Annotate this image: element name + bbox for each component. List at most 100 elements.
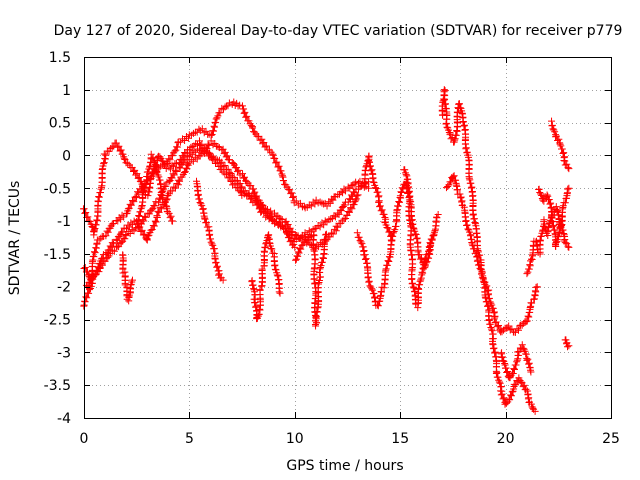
- data-point: [135, 212, 143, 220]
- data-point: [339, 202, 347, 210]
- data-point: [456, 104, 464, 112]
- data-point: [367, 162, 375, 170]
- data-point: [327, 229, 335, 237]
- data-point: [146, 163, 154, 171]
- data-point: [360, 179, 368, 187]
- data-point: [560, 157, 568, 165]
- data-point: [368, 285, 376, 293]
- data-point: [523, 270, 531, 278]
- data-point: [462, 144, 470, 152]
- data-point: [198, 202, 206, 210]
- data-point: [325, 216, 333, 224]
- data-point: [202, 218, 210, 226]
- data-point: [171, 147, 179, 155]
- data-point: [291, 243, 299, 251]
- data-point: [93, 216, 101, 224]
- data-point: [356, 237, 364, 245]
- data-point: [365, 278, 373, 286]
- data-point: [168, 161, 176, 169]
- data-point: [110, 247, 118, 255]
- data-point: [488, 325, 496, 333]
- data-point: [128, 221, 136, 229]
- data-point: [297, 245, 305, 253]
- data-point: [112, 216, 120, 224]
- data-point: [212, 160, 220, 168]
- data-point: [161, 160, 169, 168]
- y-tick-labels: -4 -3.5 -3 -2.5 -2 -1.5 -1 -0.5 0 0.5 1 1.5: [44, 50, 71, 427]
- data-point: [240, 105, 248, 113]
- data-point: [244, 191, 252, 199]
- data-point: [375, 198, 383, 206]
- data-point: [548, 217, 556, 225]
- data-point: [365, 184, 373, 192]
- data-point: [227, 176, 235, 184]
- data-point: [172, 146, 180, 154]
- data-point: [155, 199, 163, 207]
- data-point: [271, 154, 279, 162]
- data-point: [287, 236, 295, 244]
- data-point: [143, 236, 151, 244]
- data-point: [300, 202, 308, 210]
- data-point: [497, 387, 505, 395]
- data-point: [230, 180, 238, 188]
- data-point: [90, 253, 98, 261]
- data-point: [368, 166, 376, 174]
- data-point: [95, 264, 103, 272]
- data-point: [428, 235, 436, 243]
- data-point: [484, 287, 492, 295]
- data-point: [366, 282, 374, 290]
- data-point: [176, 177, 184, 185]
- data-point: [556, 139, 564, 147]
- data-point: [171, 166, 179, 174]
- data-point: [207, 235, 215, 243]
- data-point: [486, 320, 494, 328]
- data-point: [525, 359, 533, 367]
- data-point: [265, 215, 273, 223]
- data-point: [345, 208, 353, 216]
- data-point: [180, 168, 188, 176]
- data-point: [213, 158, 221, 166]
- data-point: [278, 172, 286, 180]
- data-point: [554, 206, 562, 214]
- data-point: [418, 268, 426, 276]
- data-point: [105, 147, 113, 155]
- data-point: [518, 341, 526, 349]
- data-point: [421, 256, 429, 264]
- data-point: [350, 201, 358, 209]
- data-point: [145, 210, 153, 218]
- data-point: [455, 100, 463, 108]
- data-point: [204, 140, 212, 148]
- data-point: [322, 230, 330, 238]
- data-point: [513, 325, 521, 333]
- data-point: [284, 230, 292, 238]
- data-point: [498, 353, 506, 361]
- data-point: [376, 202, 384, 210]
- data-point: [340, 185, 348, 193]
- data-point: [344, 183, 352, 191]
- data-point: [353, 229, 361, 237]
- y-tick-label: -1.5: [44, 247, 71, 263]
- y-tick-label: -4: [57, 411, 71, 427]
- data-point: [384, 257, 392, 265]
- data-point: [321, 231, 329, 239]
- data-point: [115, 243, 123, 251]
- data-point: [549, 125, 557, 133]
- data-point: [522, 318, 530, 326]
- data-point: [550, 126, 558, 134]
- data-point: [500, 326, 508, 334]
- data-point: [371, 184, 379, 192]
- data-point: [209, 241, 217, 249]
- data-point: [441, 87, 449, 95]
- data-point: [561, 157, 569, 165]
- data-point: [251, 299, 259, 307]
- data-point: [181, 168, 189, 176]
- data-point: [486, 298, 494, 306]
- data-point: [273, 158, 281, 166]
- data-point: [496, 379, 504, 387]
- data-point: [396, 192, 404, 200]
- data-point: [381, 218, 389, 226]
- data-point: [506, 396, 514, 404]
- data-point: [292, 256, 300, 264]
- data-point: [117, 146, 125, 154]
- data-point: [442, 119, 450, 127]
